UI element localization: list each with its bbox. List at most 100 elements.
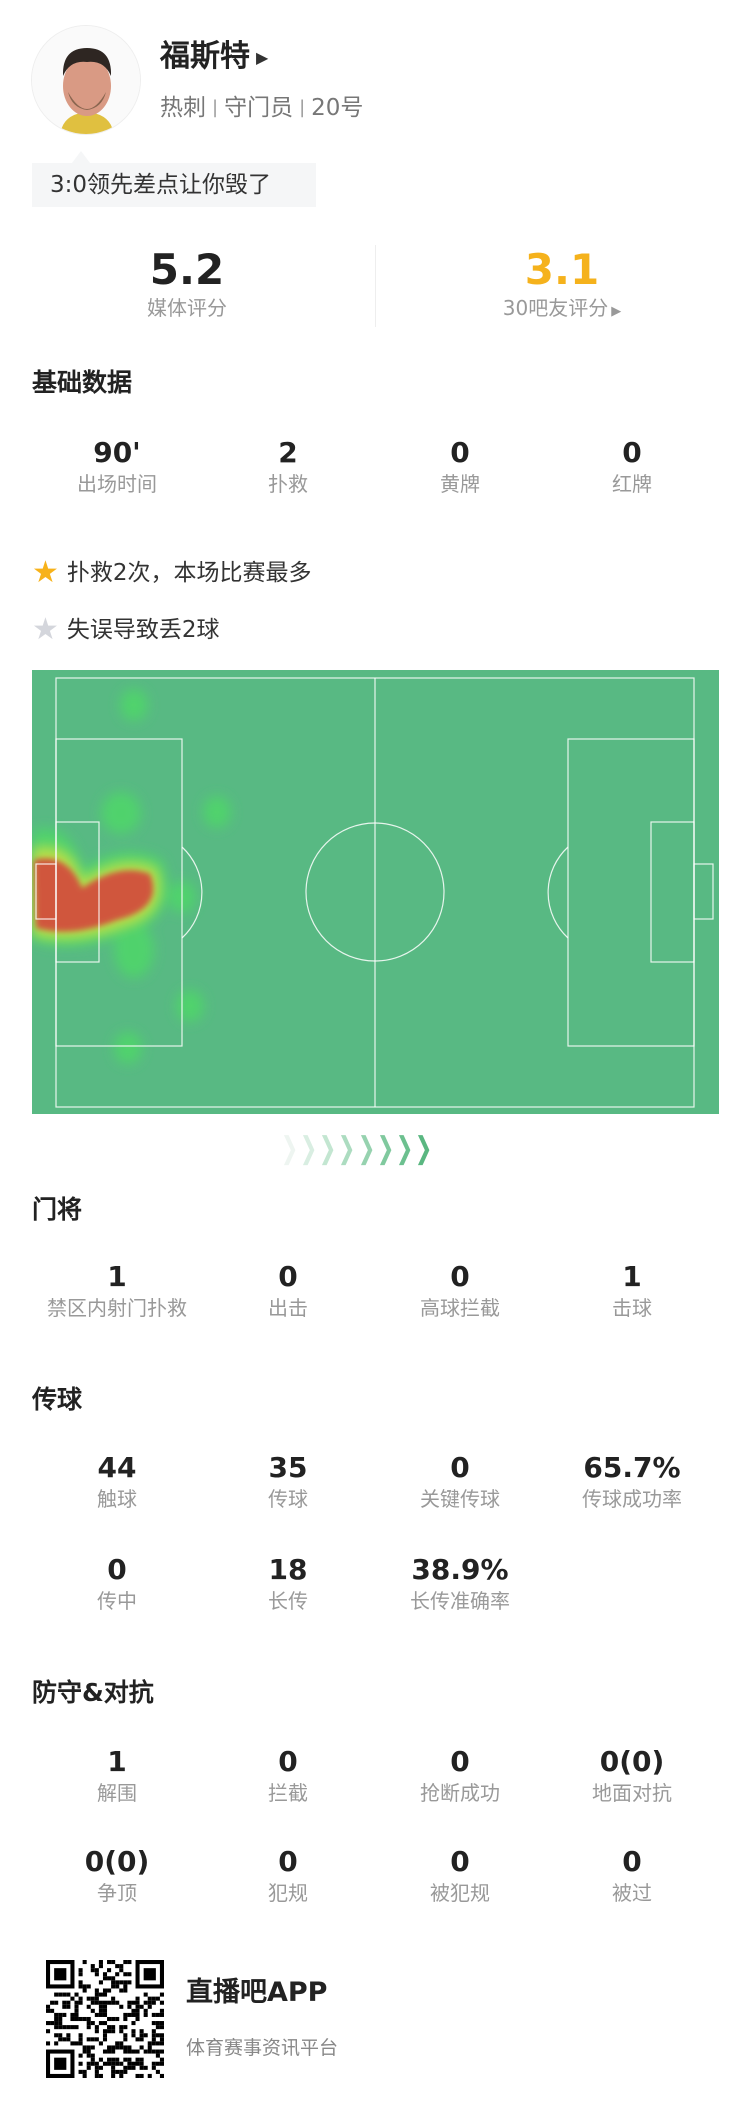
defense-stat: 0 犯规 <box>202 1845 374 1907</box>
section-title-basic: 基础数据 <box>32 368 133 397</box>
comment-bubble: 3:0领先差点让你毁了 <box>32 163 316 207</box>
team-name: 热刺 <box>160 95 206 121</box>
stat-label: 争顶 <box>97 1881 137 1905</box>
app-name: 直播吧APP <box>186 1977 328 2008</box>
chevron-right-icon: ❯ <box>395 1131 414 1166</box>
chevron-right-icon: ❯ <box>319 1131 337 1166</box>
stat-label: 扑救 <box>268 472 308 496</box>
basic-stat: 0 黄牌 <box>374 436 546 498</box>
qr-code <box>46 1960 164 2078</box>
stat-label: 红牌 <box>612 472 652 496</box>
stat-value: 1 <box>622 1260 642 1293</box>
stat-label: 黄牌 <box>440 472 480 496</box>
chevron-right-icon: ❯ <box>414 1131 433 1166</box>
stat-label: 拦截 <box>268 1781 308 1805</box>
goalkeeper-stat: 1 击球 <box>546 1260 718 1322</box>
passing-stat: 0 关键传球 <box>374 1451 546 1513</box>
stat-value: 44 <box>97 1451 137 1484</box>
player-avatar[interactable] <box>31 25 141 135</box>
passing-stat: 38.9% 长传准确率 <box>374 1553 546 1615</box>
stat-value: 65.7% <box>583 1451 681 1484</box>
defense-stat: 0 被犯规 <box>374 1845 546 1907</box>
stat-value: 0(0) <box>599 1745 665 1778</box>
stat-value: 0 <box>622 1845 642 1878</box>
section-title-defense: 防守&对抗 <box>32 1678 154 1707</box>
basic-stat: 90' 出场时间 <box>31 436 203 498</box>
stat-label: 出场时间 <box>77 472 157 496</box>
stat-label: 传球 <box>268 1487 308 1511</box>
goalkeeper-stat: 0 高球拦截 <box>374 1260 546 1322</box>
bubble-pointer <box>72 151 90 163</box>
stat-label: 传球成功率 <box>582 1487 682 1511</box>
star-gold-icon: ★ <box>32 555 59 590</box>
passing-stat: 35 传球 <box>202 1451 374 1513</box>
stat-label: 长传 <box>268 1589 308 1613</box>
defense-stat: 0 抢断成功 <box>374 1745 546 1807</box>
stat-value: 0(0) <box>84 1845 150 1878</box>
fan-rating-value: 3.1 <box>524 245 600 294</box>
stat-value: 35 <box>268 1451 308 1484</box>
shirt-number: 20号 <box>311 95 364 121</box>
fan-rating[interactable]: 3.1 30吧友评分 ▶ <box>462 246 662 326</box>
stat-value: 0 <box>450 1260 470 1293</box>
stat-label: 传中 <box>97 1589 137 1613</box>
heatmap-pitch <box>32 670 719 1114</box>
section-title-goalkeeper: 门将 <box>32 1195 83 1224</box>
stat-label: 出击 <box>268 1296 308 1320</box>
player-name[interactable]: 福斯特 ▶ <box>160 38 268 77</box>
defense-stat: 0 被过 <box>546 1845 718 1907</box>
stat-value: 2 <box>278 436 298 469</box>
separator: | <box>212 97 219 118</box>
highlight-text: 失误导致丢2球 <box>66 617 220 643</box>
chevron-right-icon: ❯ <box>280 1131 299 1166</box>
stat-value: 1 <box>107 1260 127 1293</box>
basic-stat: 2 扑救 <box>202 436 374 498</box>
stat-label: 犯规 <box>268 1881 308 1905</box>
position: 守门员 <box>224 95 294 121</box>
separator: | <box>299 97 306 118</box>
stat-value: 0 <box>278 1845 298 1878</box>
stat-label: 关键传球 <box>420 1487 500 1511</box>
stat-label: 地面对抗 <box>592 1781 672 1805</box>
chevron-right-icon: ❯ <box>338 1131 356 1166</box>
stat-label: 被犯规 <box>430 1881 490 1905</box>
chevron-right-icon: ❯ <box>299 1131 318 1166</box>
highlight-item: ★ 扑救2次，本场比赛最多 <box>32 557 312 589</box>
chevron-right-icon: ❯ <box>357 1131 375 1166</box>
chevron-right-icon: ❯ <box>376 1131 395 1166</box>
app-tagline: 体育赛事资讯平台 <box>186 2037 339 2059</box>
stat-value: 90' <box>93 436 141 469</box>
stat-label: 禁区内射门扑救 <box>47 1296 187 1320</box>
caret-right-icon: ▶ <box>611 304 622 319</box>
passing-stat: 44 触球 <box>31 1451 203 1513</box>
stat-value: 0 <box>107 1553 127 1586</box>
stat-value: 1 <box>107 1745 127 1778</box>
fan-rating-label: 30吧友评分 <box>502 296 609 320</box>
goalkeeper-stat: 0 出击 <box>202 1260 374 1322</box>
caret-right-icon: ▶ <box>256 47 269 67</box>
basic-stat: 0 红牌 <box>546 436 718 498</box>
stat-label: 高球拦截 <box>420 1296 500 1320</box>
highlight-text: 扑救2次，本场比赛最多 <box>66 560 312 586</box>
stat-label: 被过 <box>612 1881 652 1905</box>
defense-stat: 0 拦截 <box>202 1745 374 1807</box>
goalkeeper-stat: 1 禁区内射门扑救 <box>31 1260 203 1322</box>
star-gray-icon: ★ <box>32 612 59 647</box>
player-photo <box>32 26 140 134</box>
stat-label: 解围 <box>97 1781 137 1805</box>
defense-stat: 1 解围 <box>31 1745 203 1807</box>
highlight-item: ★ 失误导致丢2球 <box>32 614 220 646</box>
stat-label: 抢断成功 <box>420 1781 500 1805</box>
stat-value: 38.9% <box>411 1553 509 1586</box>
stat-value: 0 <box>450 1845 470 1878</box>
passing-stat: 0 传中 <box>31 1553 203 1615</box>
defense-stat: 0(0) 地面对抗 <box>546 1745 718 1807</box>
section-title-passing: 传球 <box>32 1385 83 1414</box>
attack-direction-arrows: ❯ ❯ ❯ ❯ ❯ ❯ ❯ ❯ <box>277 1134 477 1164</box>
stat-value: 0 <box>450 436 470 469</box>
passing-stat: 18 长传 <box>202 1553 374 1615</box>
stat-value: 0 <box>278 1260 298 1293</box>
stat-value: 0 <box>450 1451 470 1484</box>
heatmap <box>32 689 231 1064</box>
stat-label: 长传准确率 <box>410 1589 510 1613</box>
